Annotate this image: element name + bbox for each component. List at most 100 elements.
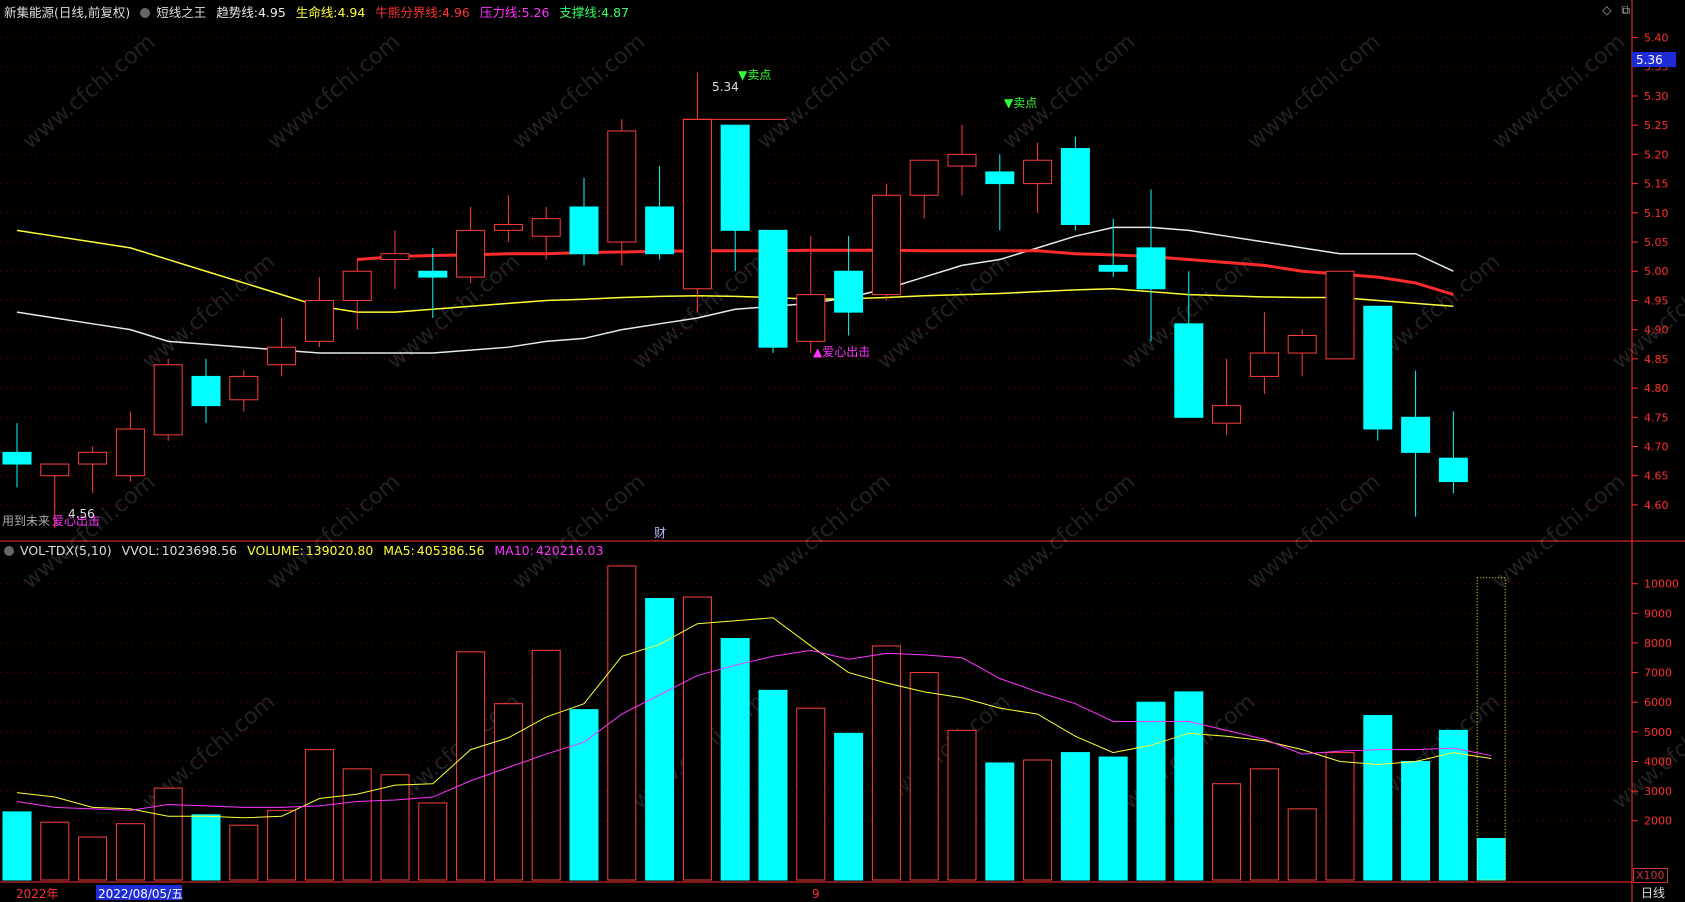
watermark-text: www.cfchi.com: [998, 29, 1140, 154]
price-tick-label: 5.10: [1644, 207, 1669, 220]
price-tick-label: 5.25: [1644, 119, 1669, 132]
price-tick-label: 4.75: [1644, 411, 1669, 424]
candle-down: [1363, 305, 1393, 430]
life-value: 4.94: [337, 5, 366, 20]
candle-up: [1212, 405, 1242, 424]
price-tick-label: 5.05: [1644, 236, 1669, 249]
candle-down: [1438, 457, 1468, 483]
volume-bar-up: [40, 821, 70, 881]
watermark-text: www.cfchi.com: [138, 249, 280, 374]
bull-bear-line: [357, 248, 1454, 297]
candle-down: [758, 229, 788, 348]
volume-label: VOLUME:: [247, 543, 304, 558]
volume-bar-up: [1249, 768, 1279, 881]
month-label: 9: [812, 887, 820, 901]
volume-bars: [2, 565, 1506, 881]
candle-down: [1401, 416, 1431, 453]
volume-bar-up: [304, 749, 334, 881]
restore-icon[interactable]: ⧉: [1621, 3, 1630, 17]
volume-tick-label: 4000: [1644, 755, 1672, 768]
price-tick-label: 5.20: [1644, 148, 1669, 161]
volume-toggle-icon[interactable]: [4, 546, 14, 556]
candle-up: [1249, 352, 1279, 377]
sell-signal-2: ▼卖点: [1004, 96, 1037, 110]
pressure-label: 压力线:: [479, 5, 522, 20]
volume-bar-up: [871, 645, 901, 881]
volume-tick-label: 5000: [1644, 726, 1672, 739]
candle-up: [342, 270, 372, 301]
watermark-text: www.cfchi.com: [753, 29, 895, 154]
ma5-value: 405386.56: [416, 543, 485, 558]
volume-bar-down: [1098, 756, 1128, 881]
volume-bar-down: [569, 709, 599, 881]
period-button[interactable]: 日线: [1640, 886, 1665, 900]
future-warning: 用到未来: [2, 514, 50, 528]
trend-value: 4.95: [257, 5, 286, 20]
watermark-text: www.cfchi.com: [1243, 29, 1385, 154]
diamond-icon[interactable]: ◇: [1602, 3, 1612, 17]
year-label: 2022年: [16, 887, 59, 901]
unit-badge: X100: [1633, 868, 1668, 883]
volume-tick-label: 6000: [1644, 696, 1672, 709]
candle-up: [229, 375, 259, 401]
watermark-text: www.cfchi.com: [1243, 469, 1385, 594]
candle-up: [153, 364, 183, 436]
volume-bar-down: [1136, 701, 1166, 881]
window-icons: ◇ ⧉: [1592, 3, 1630, 18]
watermarks: www.cfchi.com www.cfchi.com www.cfchi.com w…: [18, 29, 1685, 814]
volume-bar-up: [607, 565, 637, 881]
volume-bar-up: [229, 824, 259, 881]
candle-up: [456, 229, 486, 278]
volume-tick-label: 9000: [1644, 607, 1672, 620]
candle-up: [682, 118, 712, 290]
candle-down: [645, 206, 675, 255]
volume-ma10-line: [16, 649, 1492, 811]
candle-up: [1023, 159, 1053, 185]
volume-bar-up: [909, 672, 939, 881]
watermark-text: www.cfchi.com: [998, 469, 1140, 594]
volume-bar-up: [153, 787, 183, 881]
volume-bar-down: [834, 732, 864, 881]
price-tick-label: 5.40: [1644, 32, 1669, 45]
watermark-text: www.cfchi.com: [263, 469, 405, 594]
volume-bar-up: [115, 823, 145, 881]
volume-bar-up: [1287, 808, 1317, 881]
volume-tick-label: 7000: [1644, 667, 1672, 680]
price-tick-label: 4.65: [1644, 470, 1669, 483]
candle-up: [40, 463, 70, 477]
volume-bar-down: [1060, 752, 1090, 881]
price-tick-label: 4.70: [1644, 441, 1669, 454]
candle-up: [871, 194, 901, 296]
date-label: 2022/08/05/五: [98, 887, 183, 901]
candle-up: [531, 218, 561, 237]
volume-axis-ticks: 10000 9000 8000 7000 6000 5000 4000 3000 2000: [1632, 578, 1679, 828]
ma5-label: MA5:: [383, 543, 415, 558]
volume-ma-lines: [16, 617, 1492, 819]
current-price: 5.36: [1636, 53, 1663, 67]
watermark-text: www.cfchi.com: [18, 29, 160, 154]
volume-bar-down: [1476, 838, 1506, 881]
volume-tick-label: 8000: [1644, 637, 1672, 650]
chart-header: 新集能源(日线,前复权) 短线之王 趋势线:4.95 生命线:4.94 牛熊分界…: [4, 2, 635, 21]
current-price-box: 5.36: [1632, 52, 1676, 67]
volume-bar-up: [78, 836, 108, 881]
sell-signal-1: ▼卖点: [738, 68, 771, 82]
indicator-toggle-icon[interactable]: [140, 8, 151, 18]
candle-down: [418, 270, 448, 278]
low-marker: 4.56: [68, 507, 95, 521]
life-label: 生命线:: [295, 5, 338, 20]
candle-down: [569, 206, 599, 255]
candle-down: [1098, 264, 1128, 272]
watermark-text: www.cfchi.com: [263, 29, 405, 154]
volume-bar-down: [191, 814, 221, 881]
candle-down: [985, 171, 1015, 185]
volume-bar-up: [418, 802, 448, 881]
volume-bar-down: [1401, 760, 1431, 881]
indicator-lines: [16, 226, 1454, 354]
vvol-label: VVOL:: [121, 543, 160, 558]
candle-down: [1174, 323, 1204, 418]
candle-down: [1136, 247, 1166, 290]
candle-up: [947, 153, 977, 167]
period-label: (日线,前复权): [54, 5, 131, 20]
